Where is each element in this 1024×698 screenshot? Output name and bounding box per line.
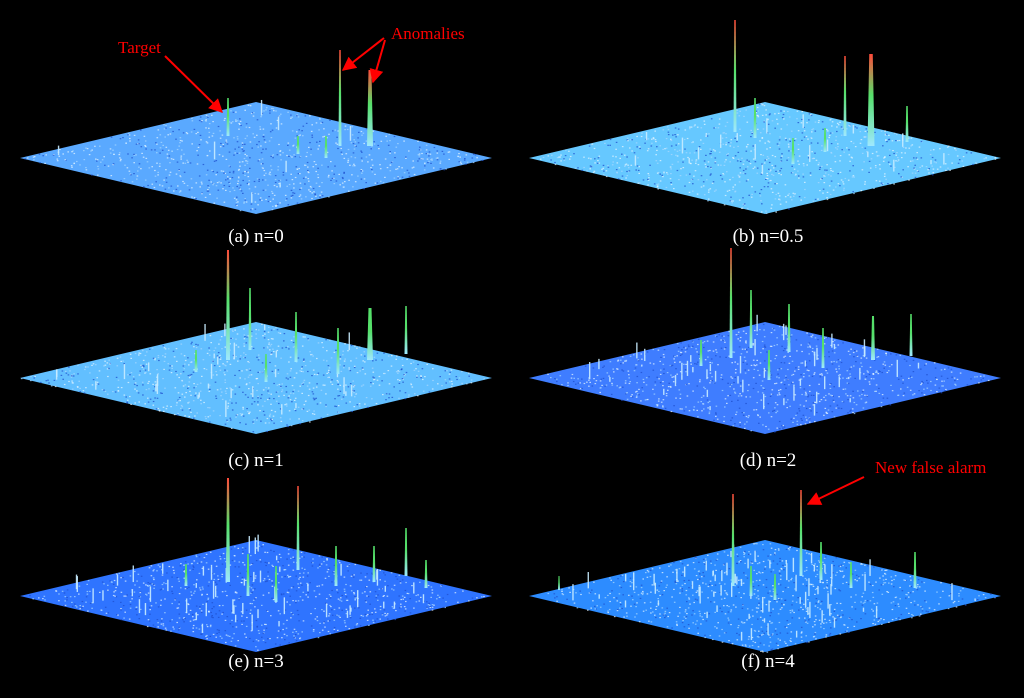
peak-spike	[194, 350, 198, 372]
peak-spike	[294, 312, 298, 362]
surface-speckle	[547, 323, 990, 433]
peak-spike	[821, 328, 825, 368]
peak-spike	[791, 138, 795, 164]
surface-plane	[529, 322, 1001, 434]
peak-spike	[404, 306, 408, 354]
peak-spike	[823, 128, 827, 152]
panel-c	[20, 250, 492, 434]
peak-spike	[367, 70, 373, 146]
peak-spike	[767, 350, 771, 380]
panel-e	[20, 478, 492, 652]
peak-spike	[773, 574, 777, 600]
peak-spike	[871, 316, 875, 360]
peak-spike	[699, 340, 703, 366]
target-arrow	[164, 55, 223, 113]
false-alarm-arrow	[806, 476, 865, 505]
peak-spike	[558, 576, 560, 590]
peak-spike	[843, 56, 847, 136]
peak-spike	[264, 354, 268, 382]
peak-spike	[184, 564, 188, 586]
panel-b	[529, 20, 1001, 214]
peak-spike	[909, 314, 913, 356]
peak-spike	[787, 304, 791, 352]
peak-spike	[372, 546, 376, 582]
caption-d: (d) n=2	[739, 450, 797, 471]
caption-a: (a) n=0	[228, 226, 284, 247]
anomalies-label: Anomalies	[391, 24, 465, 43]
anomalies-arrow-2	[369, 39, 386, 84]
peak-spike	[226, 250, 230, 360]
peak-spike	[248, 288, 252, 350]
target-label: Target	[118, 38, 161, 57]
caption-f: (f) n=4	[741, 651, 795, 672]
surface-plane	[529, 102, 1001, 214]
new-false-alarm-label: New false alarm	[875, 458, 987, 477]
peak-spike	[367, 308, 373, 360]
panel-d	[529, 248, 1001, 434]
peak-spike	[338, 50, 342, 146]
peak-spike	[733, 20, 737, 132]
peak-spike	[819, 542, 823, 580]
peak-spike	[749, 566, 753, 596]
peak-spike	[913, 552, 917, 588]
peak-spike	[867, 54, 875, 146]
peak-spike	[226, 98, 230, 136]
peak-spike	[424, 560, 428, 588]
peak-spike	[246, 554, 250, 596]
peak-spike	[296, 486, 300, 570]
surface-plane	[529, 540, 1001, 652]
peak-spike	[226, 478, 230, 582]
panel-f	[529, 490, 1001, 653]
surface-plane	[20, 540, 492, 652]
peak-spike	[849, 562, 853, 588]
surface-plane	[20, 102, 492, 214]
peak-spike	[731, 494, 735, 586]
peak-spike	[334, 546, 338, 586]
peak-spike	[729, 248, 733, 358]
caption-e: (e) n=3	[228, 651, 284, 672]
panel-a	[20, 50, 492, 214]
caption-c: (c) n=1	[228, 450, 284, 471]
peak-spike	[905, 106, 909, 142]
peak-spike	[749, 290, 753, 348]
peak-spike	[274, 566, 278, 602]
caption-b: (b) n=0.5	[732, 226, 804, 247]
peak-spike	[324, 136, 328, 158]
peak-spike	[296, 136, 300, 154]
peak-spike	[799, 490, 803, 576]
peak-spike	[336, 328, 340, 374]
anomalies-arrow-1	[341, 37, 385, 71]
surface-speckle	[24, 104, 484, 212]
peak-spike	[404, 528, 408, 576]
peak-spike	[753, 98, 757, 138]
